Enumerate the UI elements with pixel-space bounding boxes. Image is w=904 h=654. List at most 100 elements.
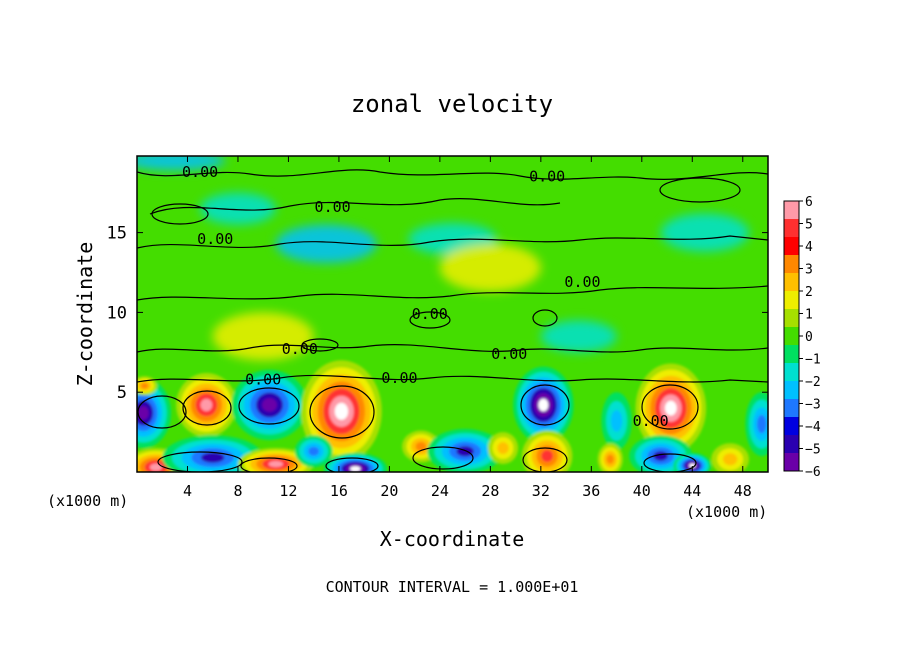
colorbar-swatch (784, 345, 799, 364)
contour-line (641, 384, 699, 430)
contour-label: 0.00 (412, 305, 448, 323)
colorbar: 6 5 4 3 2 1 0 −1 −2 −3 −4 −5 −6 (784, 195, 821, 480)
contour-line (309, 385, 375, 439)
velocity-patch (212, 312, 314, 361)
contour-line (151, 203, 209, 225)
contour-line (137, 374, 768, 383)
colorbar-tick-label: 3 (805, 263, 813, 278)
y-tick-label: 5 (117, 383, 127, 403)
contour-line (301, 338, 339, 352)
colorbar-tick-label: 5 (805, 218, 813, 233)
contour-line (137, 395, 187, 429)
colorbar-tick-label: 0 (805, 330, 813, 345)
eddy-ring (350, 466, 361, 472)
velocity-patch (540, 320, 617, 353)
colorbar-tick-label: −5 (805, 443, 821, 458)
x-tick-label: 24 (431, 482, 449, 500)
colorbar-swatch (784, 453, 799, 472)
colorbar-swatch (784, 309, 799, 328)
eddy-ring (610, 410, 623, 432)
contour-line (643, 453, 697, 472)
contour-line (137, 235, 768, 249)
colorbar-swatch (784, 291, 799, 310)
contour-line (149, 198, 561, 215)
contour-line (412, 446, 474, 470)
x-unit-left: (x1000 m) (47, 492, 128, 510)
colorbar-tick-label: 4 (805, 240, 813, 255)
y-axis-label: Z-coordinate (73, 242, 97, 387)
colorbar-swatch (784, 417, 799, 436)
eddy-ring (538, 398, 549, 412)
velocity-patch (137, 156, 226, 171)
eddy-ring (497, 442, 509, 455)
contour-label: 0.00 (633, 412, 669, 430)
colorbar-tick-label: −3 (805, 398, 821, 413)
zero-contours (137, 169, 768, 472)
eddy-ring (723, 453, 738, 466)
contour-label: 0.00 (182, 163, 218, 181)
contour-label: 0.00 (282, 340, 318, 358)
velocity-patch (439, 243, 541, 292)
x-tick-label: 16 (330, 482, 348, 500)
colorbar-swatch (784, 255, 799, 274)
colorbar-swatch (784, 363, 799, 382)
contour-line (238, 387, 300, 425)
eddy-ring (606, 454, 614, 464)
colorbar-swatch (784, 237, 799, 256)
colorbar-tick-label: −4 (805, 420, 821, 435)
colorbar-swatch (784, 327, 799, 346)
colorbar-tick-label: 6 (805, 195, 813, 210)
colorbar-swatch (784, 273, 799, 292)
x-tick-label: 36 (582, 482, 600, 500)
eddy-ring (149, 463, 163, 471)
eddy-ring (200, 398, 213, 412)
colorbar-swatch (784, 219, 799, 238)
eddy-ring (334, 402, 349, 420)
chart-title: zonal velocity (351, 90, 553, 118)
contour-line (532, 309, 558, 327)
x-axis-ticks: 4 8 12 16 20 24 28 32 36 40 44 48 (183, 156, 752, 500)
contour-labels: 0.00 0.000.000.000.000.000.000.00 0.000.00… (182, 163, 669, 430)
x-tick-label: 48 (734, 482, 752, 500)
contour-label: 0.00 (564, 273, 600, 291)
y-tick-label: 10 (107, 303, 127, 323)
eddy-ring (541, 450, 553, 462)
contour-line (137, 169, 768, 180)
contour-interval-footer: CONTOUR INTERVAL = 1.000E+01 (326, 578, 579, 596)
contour-line (137, 285, 768, 301)
eddy-ring (664, 400, 677, 416)
colorbar-swatch (784, 381, 799, 400)
contour-line (137, 344, 768, 353)
eddy-ring (137, 406, 149, 420)
plot-frame (136, 155, 769, 473)
contour-label: 0.00 (529, 168, 565, 186)
y-tick-label: 15 (107, 224, 127, 244)
y-axis-ticks: 5 10 15 (107, 224, 768, 403)
x-tick-label: 12 (279, 482, 297, 500)
x-tick-label: 28 (481, 482, 499, 500)
contour-line (522, 447, 568, 472)
colorbar-frame (783, 200, 800, 472)
contour-line (409, 311, 451, 329)
colorbar-tick-label: 1 (805, 308, 813, 323)
contour-line (520, 384, 570, 426)
contour-line (240, 457, 298, 472)
contour-line (157, 451, 243, 472)
velocity-patch (275, 224, 377, 263)
x-tick-label: 4 (183, 482, 192, 500)
eddy-ring (415, 441, 427, 452)
x-tick-label: 20 (380, 482, 398, 500)
eddy-ring (140, 383, 149, 389)
eddy-ring (308, 446, 320, 456)
eddy-ring (268, 460, 284, 468)
contour-label: 0.00 (491, 345, 527, 363)
eddy-ring (201, 452, 225, 463)
contour-line (182, 390, 232, 426)
contour-label: 0.00 (381, 369, 417, 387)
colorbar-tick-label: −6 (805, 465, 821, 480)
colorbar-tick-label: 2 (805, 285, 813, 300)
x-unit-right: (x1000 m) (686, 503, 767, 521)
contour-label: 0.00 (245, 370, 281, 388)
x-axis-label: X-coordinate (380, 527, 525, 551)
heatmap-field: 0.00 0.000.000.000.000.000.000.00 0.000.00… (137, 156, 768, 472)
